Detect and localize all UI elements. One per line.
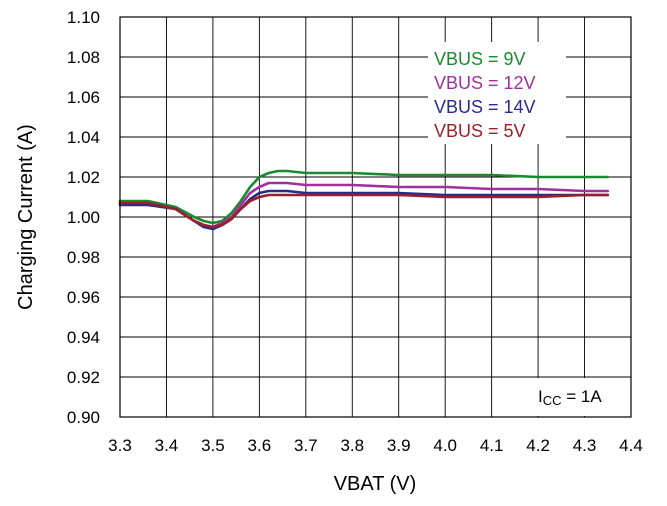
annotation-symbol: I	[538, 387, 543, 406]
y-tick-label: 1.00	[67, 208, 100, 227]
series-line-1	[118, 169, 610, 225]
y-tick-label: 0.92	[67, 368, 100, 387]
x-tick-label: 3.9	[387, 436, 411, 455]
x-tick-label: 4.2	[526, 436, 550, 455]
svg-text:ICC = 1A: ICC = 1A	[538, 387, 602, 408]
y-tick-label: 0.96	[67, 288, 100, 307]
x-tick-label: 3.7	[294, 436, 318, 455]
annotation-subscript: CC	[543, 393, 562, 408]
grid	[120, 17, 631, 417]
y-tick-label: 1.08	[67, 48, 100, 67]
legend-entry: VBUS = 12V	[434, 73, 536, 93]
x-tick-label: 3.6	[248, 436, 272, 455]
legend-entry: VBUS = 14V	[434, 97, 536, 117]
annotation-value: = 1A	[562, 387, 603, 406]
y-tick-label: 0.90	[67, 408, 100, 427]
x-axis-label: VBAT (V)	[334, 473, 417, 495]
legend-entry: VBUS = 9V	[434, 49, 526, 69]
legend: VBUS = 9V VBUS = 12V VBUS = 14V VBUS = 5V	[428, 42, 566, 144]
y-tick-labels: 0.90 0.92 0.94 0.96 0.98 1.00 1.02 1.04 1.06 1.08…	[67, 8, 100, 427]
series-lines	[118, 169, 610, 231]
series-line-4	[118, 193, 610, 229]
y-tick-label: 1.10	[67, 8, 100, 27]
y-tick-label: 1.02	[67, 168, 100, 187]
y-tick-label: 0.98	[67, 248, 100, 267]
y-tick-label: 1.04	[67, 128, 100, 147]
x-tick-label: 4.1	[480, 436, 504, 455]
plot-frame	[119, 16, 632, 418]
x-tick-label: 3.5	[201, 436, 225, 455]
x-tick-label: 3.4	[155, 436, 179, 455]
legend-entry: VBUS = 5V	[434, 121, 526, 141]
x-tick-label: 3.3	[108, 436, 132, 455]
x-tick-label: 3.8	[340, 436, 364, 455]
y-tick-label: 1.06	[67, 88, 100, 107]
y-tick-label: 0.94	[67, 328, 100, 347]
x-tick-label: 4.4	[619, 436, 643, 455]
x-tick-label: 4.3	[573, 436, 597, 455]
y-axis-label: Charging Current (A)	[15, 124, 37, 310]
x-tick-label: 4.0	[433, 436, 457, 455]
legend-background	[428, 42, 566, 144]
x-tick-labels: 3.3 3.4 3.5 3.6 3.7 3.8 3.9 4.0 4.1 4.2 4.3 4.4	[108, 436, 643, 455]
icc-annotation: ICC = 1A	[526, 378, 630, 416]
